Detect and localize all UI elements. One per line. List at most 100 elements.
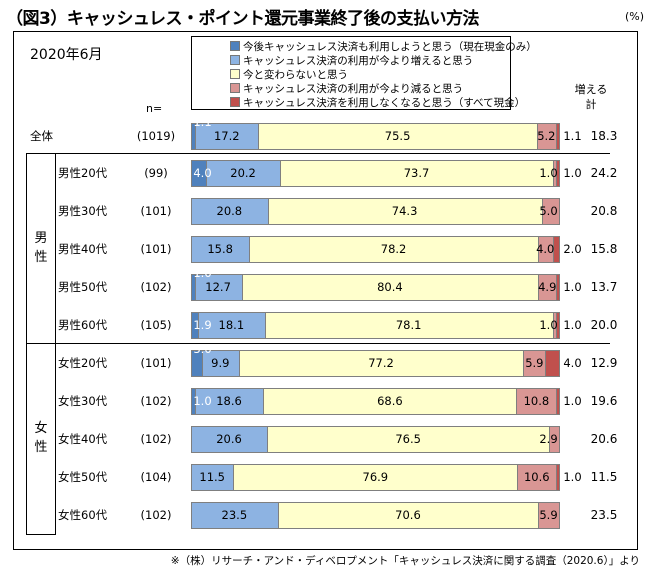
bar-segment <box>191 273 195 301</box>
data-label: 80.4 <box>377 279 403 294</box>
group-label-female-line1: 女 <box>34 421 48 436</box>
data-label: 73.7 <box>403 165 430 180</box>
group-label-male-line2: 性 <box>34 250 48 265</box>
bar-segment <box>191 425 267 453</box>
category-label: 男性20代 <box>58 166 108 180</box>
total-value: 13.7 <box>590 280 618 294</box>
total-value: 19.6 <box>590 394 618 408</box>
data-label: 20.8 <box>216 203 243 218</box>
bar-segment <box>538 501 560 529</box>
data-label: 78.1 <box>395 317 422 332</box>
total-value: 12.9 <box>590 356 618 370</box>
bar-segment <box>238 349 524 377</box>
data-label: 9.9 <box>211 355 230 370</box>
total-value: 18.3 <box>590 129 618 143</box>
period-label: 2020年6月 <box>30 47 103 63</box>
legend-item: キャッシュレス決済の利用が今より減ると思う <box>230 82 463 96</box>
n-label: (1019) <box>136 129 176 143</box>
data-label: 5.9 <box>539 507 558 522</box>
bar-segment <box>537 235 553 263</box>
legend-item: 今後キャッシュレス決済も利用しようと思う（現在現金のみ） <box>230 40 537 54</box>
bar-segment <box>194 273 242 301</box>
bar-segment <box>545 349 560 377</box>
total-header-line1: 増える <box>574 83 608 96</box>
n-label: (102) <box>140 508 172 522</box>
bar-segment <box>191 311 198 339</box>
source-note: ※（株）リサーチ・アンド・ディベロプメント「キャッシュレス決済に関する調査（20… <box>170 555 640 567</box>
data-label: 4.0 <box>563 355 582 370</box>
bar-segment <box>258 122 537 150</box>
category-label: 男性50代 <box>58 280 108 294</box>
bar-segment <box>556 311 560 339</box>
bar-segment <box>191 387 195 415</box>
data-label: 3.0 <box>193 341 212 356</box>
bar-segment <box>264 311 553 339</box>
data-label: 18.1 <box>218 317 245 332</box>
data-label: 17.2 <box>213 128 240 143</box>
bar-segment <box>205 159 281 187</box>
data-label: 20.2 <box>230 165 256 180</box>
bar-segment <box>249 235 538 263</box>
group-label-female-line2: 性 <box>34 440 48 455</box>
data-label: 10.6 <box>523 469 550 484</box>
data-label: 1.0 <box>563 469 582 484</box>
bar-segment <box>267 197 542 225</box>
bar-segment <box>556 159 560 187</box>
bar-segment <box>191 159 206 187</box>
total-value: 20.8 <box>590 204 618 218</box>
n-label: (104) <box>140 470 172 484</box>
data-label: 10.8 <box>523 393 550 408</box>
bar-segment <box>191 501 278 529</box>
data-label: 5.9 <box>525 355 544 370</box>
separator-line <box>26 153 610 154</box>
data-label: 1.1 <box>193 114 212 129</box>
legend-label: キャッシュレス決済の利用が今より増えると思う <box>243 55 474 67</box>
bar-segment <box>555 122 560 150</box>
separator-line <box>26 343 610 344</box>
legend-swatch <box>230 83 240 93</box>
data-label: 75.5 <box>384 128 411 143</box>
bar-segment <box>191 122 196 150</box>
category-label: 男性30代 <box>58 204 108 218</box>
data-label: 77.2 <box>368 355 394 370</box>
data-label: 1.1 <box>563 128 582 143</box>
bar-segment <box>538 273 557 301</box>
bar-segment <box>516 387 557 415</box>
bar-segment <box>523 349 546 377</box>
total-value: 20.0 <box>590 318 618 332</box>
n-label: (102) <box>140 432 172 446</box>
category-label: 女性30代 <box>58 394 108 408</box>
legend-swatch <box>230 55 240 65</box>
data-label: 76.5 <box>395 431 421 446</box>
bar-segment <box>194 387 264 415</box>
n-header: n= <box>146 102 163 115</box>
category-label: 女性50代 <box>58 470 108 484</box>
total-header: 増える 計 <box>571 82 611 112</box>
legend-label: 今後キャッシュレス決済も利用しようと思う（現在現金のみ） <box>243 41 537 53</box>
data-label: 1.0 <box>193 393 212 408</box>
n-label: (101) <box>140 242 172 256</box>
data-label: 1.0 <box>563 393 582 408</box>
total-value: 20.6 <box>590 432 618 446</box>
bar-segment <box>541 197 560 225</box>
data-label: 1.9 <box>193 317 212 332</box>
bar-segment <box>552 311 557 339</box>
data-label: 18.6 <box>216 393 242 408</box>
data-label: 20.6 <box>216 431 242 446</box>
bar-segment <box>198 311 265 339</box>
data-label: 1.0 <box>539 317 558 332</box>
data-label: 4.0 <box>193 165 212 180</box>
legend: 今後キャッシュレス決済も利用しようと思う（現在現金のみ） キャッシュレス決済の利用… <box>191 36 537 110</box>
bar-segment <box>556 463 560 491</box>
category-label: 女性60代 <box>58 508 108 522</box>
bar-segment <box>552 159 557 187</box>
data-label: 15.8 <box>207 241 233 256</box>
category-label: 女性20代 <box>58 356 108 370</box>
chart-frame <box>13 31 638 550</box>
legend-label: 今と変わらないと思う <box>243 69 348 81</box>
n-label: (99) <box>144 166 168 180</box>
bar-segment <box>263 387 517 415</box>
data-label: 12.7 <box>205 279 231 294</box>
bar-segment <box>191 235 250 263</box>
legend-item: キャッシュレス決済の利用が今より増えると思う <box>230 54 473 68</box>
